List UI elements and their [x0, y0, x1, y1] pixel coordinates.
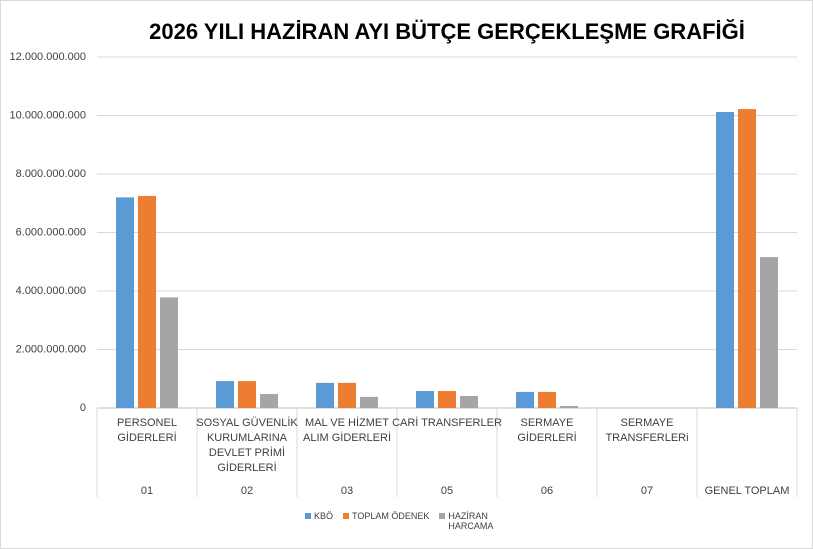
y-tick-label: 8.000.000.000 [16, 168, 86, 180]
bar [560, 405, 578, 408]
bar [416, 391, 434, 408]
chart-title: 2026 YILI HAZİRAN AYI BÜTÇE GERÇEKLEŞME … [149, 19, 745, 44]
bar [160, 297, 178, 408]
legend-item: HAZİRAN HARCAMA [439, 511, 503, 531]
y-tick-label: 6.000.000.000 [16, 226, 86, 238]
legend-swatch [439, 513, 446, 519]
y-tick-label: 2.000.000.000 [16, 343, 86, 355]
x-tick-label: GENEL TOPLAM [705, 485, 790, 497]
bar [360, 396, 378, 408]
category-name: GİDERLERİ [517, 431, 576, 444]
category-name: DEVLET PRİMİ [209, 446, 285, 459]
category-name: SERMAYE [521, 417, 574, 429]
legend-label: TOPLAM ÖDENEK [352, 511, 430, 521]
y-tick-label: 10.000.000.000 [10, 109, 86, 121]
legend-item: TOPLAM ÖDENEK [343, 511, 429, 531]
legend: KBÖ TOPLAM ÖDENEK HAZİRAN HARCAMA [305, 511, 503, 531]
category-name: SOSYAL GÜVENLİK [196, 416, 298, 429]
category-name: PERSONEL [117, 417, 177, 429]
category-name: GİDERLERİ [117, 431, 176, 444]
bar [216, 381, 234, 408]
legend-swatch [343, 513, 350, 519]
bar [538, 391, 556, 408]
x-tick-label: 06 [541, 485, 553, 497]
bar [460, 396, 478, 408]
x-tick-label: 01 [141, 485, 153, 497]
bar [760, 257, 778, 408]
bar [338, 382, 356, 408]
bar [238, 381, 256, 408]
bar [316, 382, 334, 408]
x-tick-label: 07 [641, 485, 653, 497]
bar [716, 111, 734, 409]
category-name: GİDERLERİ [217, 461, 276, 474]
bar [138, 195, 156, 408]
legend-label: KBÖ [314, 511, 334, 521]
category-name: ALIM GİDERLERİ [303, 431, 391, 444]
category-name: TRANSFERLERi [605, 432, 688, 444]
bar [516, 391, 534, 408]
bar [438, 391, 456, 408]
x-tick-label: 02 [241, 485, 253, 497]
legend-swatch [305, 513, 311, 519]
bar [260, 393, 278, 408]
category-name: SERMAYE [621, 417, 674, 429]
x-tick-label: 05 [441, 485, 453, 497]
category-name: KURUMLARINA [207, 432, 288, 444]
x-tick-label: 03 [341, 485, 353, 497]
legend-label: HAZİRAN HARCAMA [448, 511, 494, 531]
legend-item: KBÖ [305, 511, 333, 531]
y-tick-label: 12.000.000.000 [10, 51, 86, 63]
bar [738, 109, 756, 408]
y-tick-label: 0 [80, 402, 86, 414]
category-name: MAL VE HİZMET [305, 416, 389, 429]
y-tick-label: 4.000.000.000 [16, 285, 86, 297]
category-name: CARİ TRANSFERLER [392, 416, 502, 429]
bar [116, 197, 134, 408]
